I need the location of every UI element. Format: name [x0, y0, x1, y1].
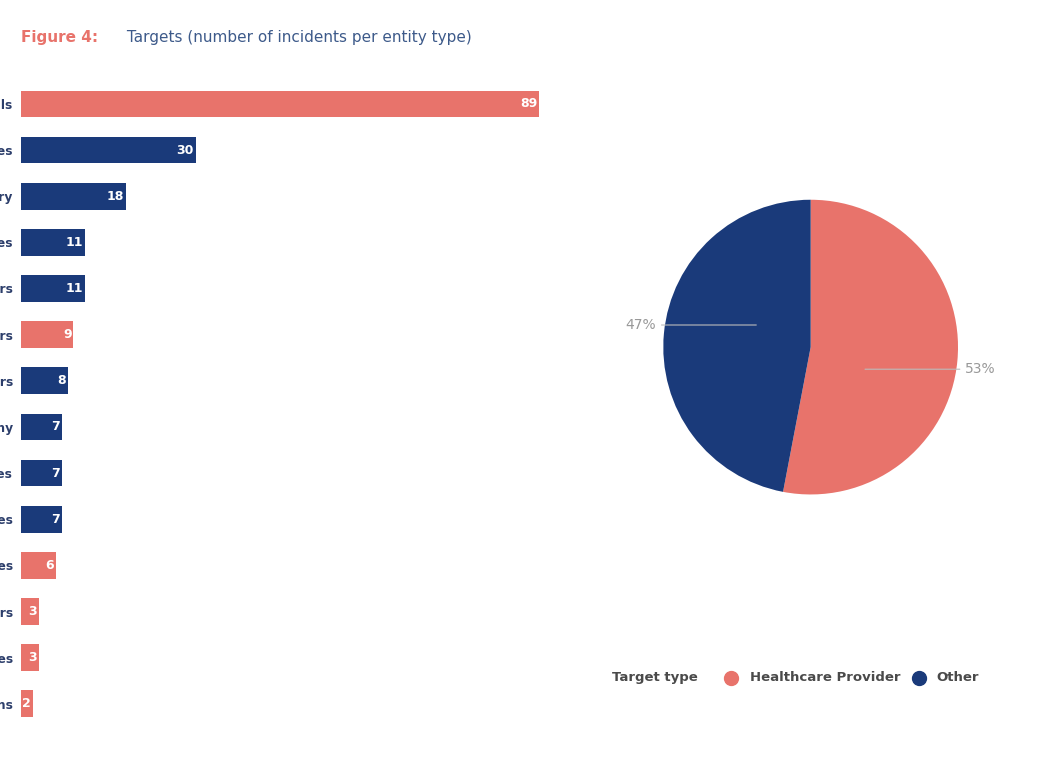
Bar [21, 322, 74, 348]
Text: 30: 30 [177, 143, 193, 156]
Text: Healthcare Provider: Healthcare Provider [749, 671, 900, 684]
Bar [21, 552, 56, 579]
Bar [21, 598, 39, 625]
Text: 7: 7 [52, 513, 60, 526]
Bar [21, 91, 539, 117]
Bar [21, 136, 196, 163]
Text: Targets (number of incidents per entity type): Targets (number of incidents per entity … [122, 30, 471, 46]
Text: 9: 9 [63, 328, 72, 341]
Bar [21, 229, 86, 256]
Bar [21, 690, 33, 717]
Text: 3: 3 [29, 652, 37, 664]
Text: 8: 8 [57, 374, 66, 387]
Text: 7: 7 [52, 421, 60, 434]
Text: 11: 11 [66, 235, 84, 249]
Bar [21, 506, 62, 533]
Text: 6: 6 [45, 559, 54, 572]
Text: 53%: 53% [865, 362, 996, 376]
Text: 89: 89 [520, 98, 537, 110]
Text: 2: 2 [22, 697, 31, 710]
Bar [21, 459, 62, 486]
Text: 7: 7 [52, 466, 60, 479]
Text: 47%: 47% [626, 318, 757, 332]
Wedge shape [783, 200, 958, 495]
Text: Figure 4:: Figure 4: [21, 30, 98, 46]
Text: Other: Other [937, 671, 979, 684]
Text: Target type: Target type [612, 671, 699, 684]
Bar [21, 183, 126, 210]
Bar [21, 367, 68, 394]
Bar [21, 414, 62, 440]
Text: 18: 18 [107, 190, 124, 203]
Bar [21, 645, 39, 671]
Text: 3: 3 [29, 605, 37, 618]
Wedge shape [664, 200, 811, 491]
Text: 11: 11 [66, 282, 84, 295]
Bar [21, 275, 86, 302]
